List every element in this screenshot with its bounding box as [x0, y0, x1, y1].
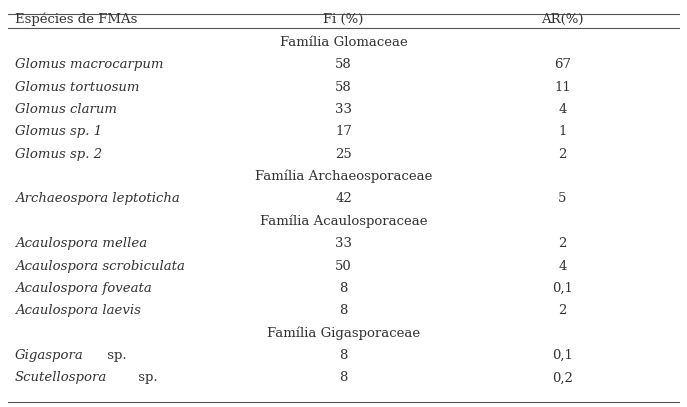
- Text: 42: 42: [335, 193, 352, 206]
- Text: 0,1: 0,1: [552, 349, 573, 362]
- Text: 33: 33: [335, 237, 352, 250]
- Text: Glomus sp. 1: Glomus sp. 1: [15, 125, 102, 138]
- Text: sp.: sp.: [134, 371, 157, 384]
- Text: Acaulospora laevis: Acaulospora laevis: [15, 304, 141, 317]
- Text: Glomus sp. 2: Glomus sp. 2: [15, 148, 102, 161]
- Text: Família Gigasporaceae: Família Gigasporaceae: [267, 326, 420, 340]
- Text: 8: 8: [339, 349, 348, 362]
- Text: Glomus tortuosum: Glomus tortuosum: [15, 81, 139, 94]
- Text: 8: 8: [339, 282, 348, 295]
- Text: Gigaspora: Gigaspora: [15, 349, 84, 362]
- Text: 1: 1: [559, 125, 567, 138]
- Text: 2: 2: [559, 237, 567, 250]
- Text: 0,2: 0,2: [552, 371, 573, 384]
- Text: Família Acaulosporaceae: Família Acaulosporaceae: [260, 214, 427, 228]
- Text: 17: 17: [335, 125, 352, 138]
- Text: 4: 4: [559, 260, 567, 273]
- Text: sp.: sp.: [104, 349, 127, 362]
- Text: 58: 58: [335, 58, 352, 71]
- Text: Acaulospora mellea: Acaulospora mellea: [15, 237, 147, 250]
- Text: 0,1: 0,1: [552, 282, 573, 295]
- Text: 67: 67: [554, 58, 571, 71]
- Text: 11: 11: [554, 81, 571, 94]
- Text: 58: 58: [335, 81, 352, 94]
- Text: 8: 8: [339, 371, 348, 384]
- Text: 5: 5: [559, 193, 567, 206]
- Text: Glomus macrocarpum: Glomus macrocarpum: [15, 58, 164, 71]
- Text: AR(%): AR(%): [541, 13, 584, 26]
- Text: 50: 50: [335, 260, 352, 273]
- Text: Acaulospora foveata: Acaulospora foveata: [15, 282, 152, 295]
- Text: 25: 25: [335, 148, 352, 161]
- Text: Acaulospora scrobiculata: Acaulospora scrobiculata: [15, 260, 185, 273]
- Text: 4: 4: [559, 103, 567, 116]
- Text: Glomus clarum: Glomus clarum: [15, 103, 117, 116]
- Text: Scutellospora: Scutellospora: [15, 371, 107, 384]
- Text: Família Glomaceae: Família Glomaceae: [280, 36, 407, 49]
- Text: Espécies de FMAs: Espécies de FMAs: [15, 13, 137, 26]
- Text: Archaeospora leptoticha: Archaeospora leptoticha: [15, 193, 180, 206]
- Text: 33: 33: [335, 103, 352, 116]
- Text: 8: 8: [339, 304, 348, 317]
- Text: 2: 2: [559, 148, 567, 161]
- Text: Fi (%): Fi (%): [324, 13, 363, 26]
- Text: Família Archaeosporaceae: Família Archaeosporaceae: [255, 170, 432, 184]
- Text: 2: 2: [559, 304, 567, 317]
